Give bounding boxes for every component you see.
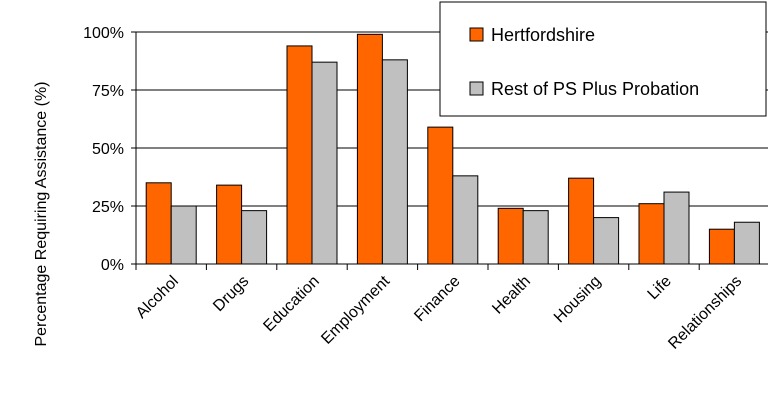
y-tick-label-0pct: 0% <box>101 257 124 274</box>
bar-rest-of-ps-plus-probation-health <box>522 210 549 265</box>
bar-hertfordshire-life <box>638 203 665 265</box>
legend-swatch-rest-of-ps-plus-probation <box>469 81 484 96</box>
y-axis-title: Percentage Requiring Assistance (%) <box>33 81 50 346</box>
x-category-label-life: Life <box>645 273 675 303</box>
x-category-label-relationships: Relationships <box>665 273 745 353</box>
x-category-label-drugs: Drugs <box>210 273 252 315</box>
bars <box>145 33 760 265</box>
bar-hertfordshire-finance <box>427 126 454 265</box>
y-tick-label-25pct: 25% <box>92 199 124 216</box>
x-category-label-health: Health <box>489 273 534 318</box>
bar-hertfordshire-housing <box>568 177 595 265</box>
bar-rest-of-ps-plus-probation-finance <box>452 175 479 265</box>
x-category-label-alcohol: Alcohol <box>133 273 182 322</box>
bar-rest-of-ps-plus-probation-relationships <box>733 221 760 265</box>
bar-hertfordshire-alcohol <box>145 182 172 265</box>
bar-rest-of-ps-plus-probation-employment <box>381 59 408 265</box>
legend-swatch-hertfordshire <box>469 27 484 42</box>
bar-rest-of-ps-plus-probation-education <box>311 61 338 265</box>
bar-hertfordshire-relationships <box>708 228 735 265</box>
x-category-label-finance: Finance <box>411 273 463 325</box>
legend: Hertfordshire Rest of PS Plus Probation <box>439 1 767 117</box>
bar-hertfordshire-education <box>286 45 313 265</box>
y-tick-label-50pct: 50% <box>92 141 124 158</box>
bar-rest-of-ps-plus-probation-alcohol <box>170 205 197 265</box>
bar-rest-of-ps-plus-probation-housing <box>593 217 620 265</box>
bar-rest-of-ps-plus-probation-life <box>663 191 690 265</box>
y-tick-label-75pct: 75% <box>92 83 124 100</box>
legend-label-rest-of-ps-plus-probation: Rest of PS Plus Probation <box>491 79 699 99</box>
y-tick-labels: 0% 25% 50% 75% 100% <box>83 25 124 274</box>
bar-rest-of-ps-plus-probation-drugs <box>241 210 268 265</box>
legend-label-hertfordshire: Hertfordshire <box>491 25 595 45</box>
y-tick-label-100pct: 100% <box>83 25 124 42</box>
x-category-label-education: Education <box>260 273 322 335</box>
bar-hertfordshire-health <box>497 207 524 265</box>
x-category-label-housing: Housing <box>551 273 605 327</box>
x-category-label-employment: Employment <box>318 272 393 347</box>
bar-hertfordshire-drugs <box>216 184 243 265</box>
legend-box <box>439 1 767 117</box>
bar-hertfordshire-employment <box>356 33 383 265</box>
axes <box>131 31 768 270</box>
